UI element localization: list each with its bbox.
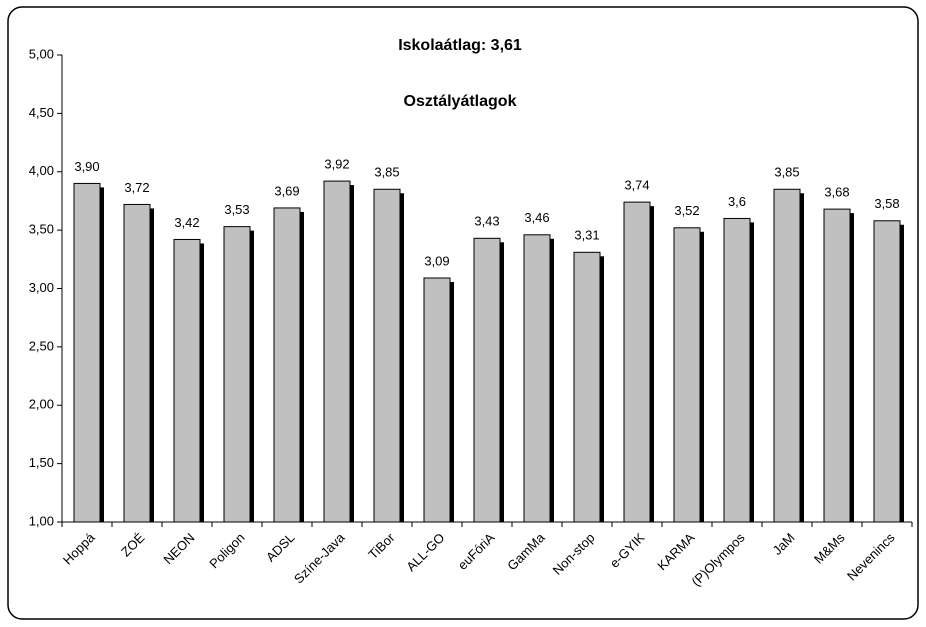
bar xyxy=(73,182,101,523)
value-label: 3,85 xyxy=(774,165,799,180)
bar xyxy=(623,201,651,523)
value-label: 3,74 xyxy=(624,178,649,193)
bar xyxy=(873,220,901,523)
value-label: 3,90 xyxy=(74,159,99,174)
value-label: 3,72 xyxy=(124,180,149,195)
y-tick-label: 4,50 xyxy=(29,105,54,120)
value-label: 3,31 xyxy=(574,228,599,243)
bar xyxy=(273,207,301,523)
bar xyxy=(773,188,801,523)
value-label: 3,92 xyxy=(324,157,349,172)
bar xyxy=(573,251,601,523)
value-label: 3,43 xyxy=(474,214,499,229)
bar xyxy=(373,188,401,523)
value-label: 3,69 xyxy=(274,183,299,198)
bar xyxy=(523,234,551,523)
value-label: 3,68 xyxy=(824,185,849,200)
value-label: 3,58 xyxy=(874,196,899,211)
bar xyxy=(323,180,351,523)
chart-title: Iskolaátlag: 3,61 xyxy=(398,37,522,54)
bar xyxy=(473,237,501,523)
value-label: 3,53 xyxy=(224,202,249,217)
y-tick-label: 2,00 xyxy=(29,397,54,412)
value-label: 3,09 xyxy=(424,253,449,268)
y-tick-label: 3,00 xyxy=(29,280,54,295)
value-label: 3,85 xyxy=(374,165,399,180)
y-tick-label: 2,50 xyxy=(29,338,54,353)
bar xyxy=(823,208,851,523)
y-tick-label: 3,50 xyxy=(29,222,54,237)
bar xyxy=(723,217,751,523)
value-label: 3,42 xyxy=(174,215,199,230)
bar xyxy=(423,277,451,523)
value-label: 3,52 xyxy=(674,203,699,218)
bar xyxy=(173,238,201,523)
y-tick-label: 1,50 xyxy=(29,455,54,470)
bar xyxy=(223,226,251,523)
value-label: 3,46 xyxy=(524,210,549,225)
chart-subtitle: Osztályátlagok xyxy=(404,93,517,110)
y-tick-label: 5,00 xyxy=(29,46,54,61)
y-tick-label: 4,00 xyxy=(29,163,54,178)
bar xyxy=(123,203,151,523)
y-tick-label: 1,00 xyxy=(29,513,54,528)
value-label: 3,6 xyxy=(728,194,746,209)
bar xyxy=(673,227,701,523)
